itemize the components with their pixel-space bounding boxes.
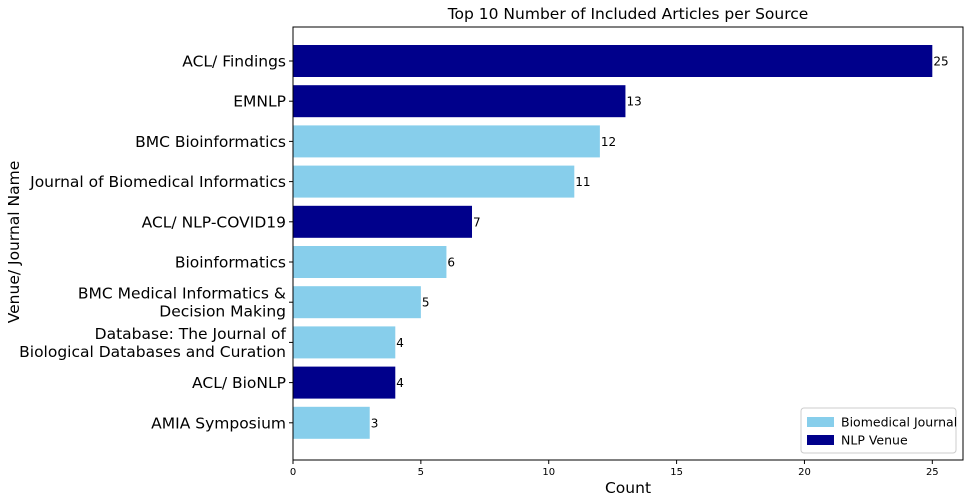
data-label: 5	[422, 296, 430, 310]
x-axis-title: Count	[605, 479, 651, 497]
data-label: 12	[601, 135, 616, 149]
x-tick-label: 25	[926, 467, 939, 478]
x-tick-label: 10	[542, 467, 555, 478]
bar	[293, 326, 396, 359]
bar	[293, 165, 575, 198]
y-tick-label: ACL/ BioNLP	[192, 374, 286, 392]
x-tick-label: 5	[418, 467, 424, 478]
legend: Biomedical Journal NLP Venue	[800, 407, 957, 454]
y-tick-label: EMNLP	[233, 93, 286, 111]
legend-label: NLP Venue	[841, 433, 908, 448]
y-tick-label: AMIA Symposium	[151, 414, 286, 432]
data-label: 6	[447, 256, 455, 270]
x-axis-ticks: 0 5 10 15 20 25	[290, 460, 939, 478]
bar	[293, 286, 421, 319]
y-tick-label: BMC Bioinformatics	[135, 133, 286, 151]
bar	[293, 366, 396, 399]
data-label: 13	[626, 95, 641, 109]
bar	[293, 85, 626, 118]
bar	[293, 246, 447, 278]
x-tick-label: 20	[798, 467, 811, 478]
y-tick-label: Journal of Biomedical Informatics	[29, 173, 286, 191]
y-tick-label: ACL/ Findings	[182, 53, 286, 71]
y-tick-label: Biological Databases and Curation	[19, 343, 286, 361]
data-label: 3	[371, 416, 379, 430]
y-tick-label: Decision Making	[159, 303, 286, 321]
legend-box	[800, 407, 957, 454]
plot-frame	[292, 26, 964, 461]
x-tick-label: 15	[670, 467, 683, 478]
data-label: 4	[396, 336, 404, 350]
y-tick-label: BMC Medical Informatics &	[78, 285, 286, 303]
bar	[293, 125, 600, 158]
data-label: 11	[575, 175, 590, 189]
legend-swatch	[807, 435, 834, 445]
chart-title: Top 10 Number of Included Articles per S…	[447, 5, 809, 23]
bar	[293, 205, 473, 238]
bar	[293, 45, 933, 77]
bars-group: 25 13 12 11 7 6 5 4 4 3	[293, 45, 949, 439]
legend-swatch	[807, 417, 834, 427]
y-axis-title: Venue/ Journal Name	[5, 161, 23, 324]
plot-border	[292, 26, 964, 461]
legend-label: Biomedical Journal	[841, 415, 957, 430]
y-axis-ticks: ACL/ Findings EMNLP BMC Bioinformatics Jour…	[19, 53, 293, 432]
y-tick-label: Database: The Journal of	[95, 325, 287, 343]
data-label: 4	[396, 376, 404, 390]
y-tick-label: Bioinformatics	[175, 254, 286, 272]
y-tick-label: ACL/ NLP-COVID19	[142, 213, 286, 231]
data-label: 7	[473, 215, 481, 229]
data-label: 25	[933, 55, 948, 69]
bar	[293, 406, 370, 439]
x-tick-label: 0	[290, 467, 296, 478]
